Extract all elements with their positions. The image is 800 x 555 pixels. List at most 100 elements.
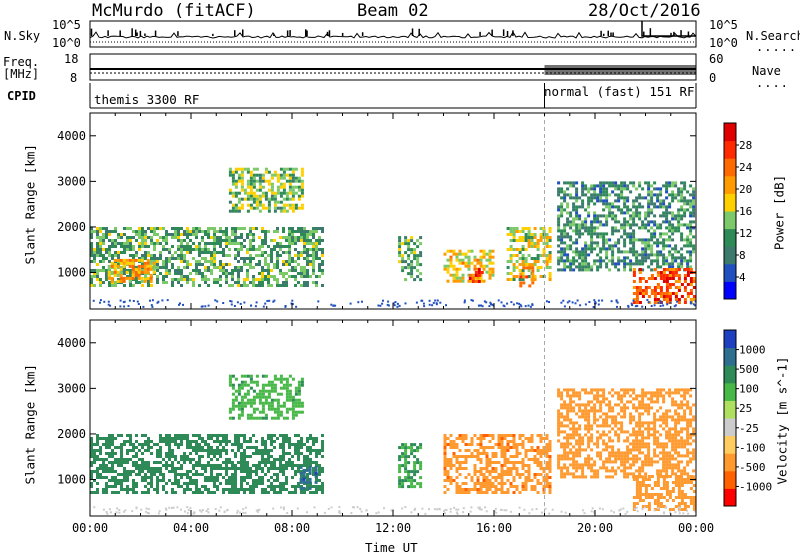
- data-cell: [309, 452, 312, 455]
- data-cell: [650, 253, 653, 256]
- data-cell: [277, 405, 280, 408]
- data-cell: [301, 207, 304, 210]
- data-cell: [549, 275, 552, 278]
- data-cell: [255, 485, 258, 488]
- data-cell: [605, 238, 608, 241]
- data-cell: [590, 436, 593, 439]
- data-cell: [171, 449, 174, 452]
- data-cell: [560, 238, 563, 241]
- data-cell: [623, 196, 626, 199]
- data-cell: [471, 488, 474, 491]
- data-cell: [150, 227, 153, 230]
- data-cell: [475, 271, 478, 274]
- data-cell: [587, 247, 590, 250]
- data-cell: [626, 196, 629, 199]
- data-cell: [213, 266, 216, 269]
- data-cell: [669, 286, 672, 289]
- data-cell: [265, 198, 268, 201]
- data-cell: [234, 236, 237, 239]
- data-cell: [102, 236, 105, 239]
- data-cell: [605, 403, 608, 406]
- data-cell: [256, 204, 259, 207]
- data-cell: [162, 266, 165, 269]
- data-cell: [189, 278, 192, 281]
- data-cell: [489, 470, 492, 473]
- data-cell: [546, 455, 549, 458]
- data-cell: [668, 193, 671, 196]
- data-cell: [186, 485, 189, 488]
- data-cell: [633, 280, 636, 283]
- data-cell: [675, 268, 678, 271]
- ground-scatter-cell: [109, 305, 111, 307]
- data-cell: [578, 262, 581, 265]
- data-cell: [240, 236, 243, 239]
- data-cell: [480, 488, 483, 491]
- data-cell: [419, 446, 422, 449]
- data-cell: [312, 260, 315, 263]
- data-cell: [132, 479, 135, 482]
- data-cell: [602, 391, 605, 394]
- data-cell: [647, 208, 650, 211]
- data-cell: [156, 275, 159, 278]
- data-cell: [250, 399, 253, 402]
- data-cell: [546, 266, 549, 269]
- data-cell: [120, 443, 123, 446]
- data-cell: [246, 251, 249, 254]
- data-cell: [138, 458, 141, 461]
- data-cell: [235, 168, 238, 171]
- data-cell: [141, 434, 144, 437]
- data-cell: [510, 257, 513, 260]
- data-cell: [480, 485, 483, 488]
- data-cell: [159, 461, 162, 464]
- data-cell: [462, 259, 465, 262]
- ground-scatter-cell: [693, 303, 695, 305]
- data-cell: [177, 467, 180, 470]
- data-cell: [459, 455, 462, 458]
- data-cell: [566, 217, 569, 220]
- data-cell: [234, 476, 237, 479]
- data-cell: [575, 412, 578, 415]
- data-cell: [295, 192, 298, 195]
- data-cell: [294, 491, 297, 494]
- data-cell: [644, 253, 647, 256]
- data-cell: [614, 265, 617, 268]
- data-cell: [265, 195, 268, 198]
- data-cell: [126, 476, 129, 479]
- data-cell: [240, 464, 243, 467]
- data-cell: [572, 217, 575, 220]
- data-cell: [159, 257, 162, 260]
- data-cell: [186, 242, 189, 245]
- data-cell: [563, 226, 566, 229]
- data-cell: [165, 260, 168, 263]
- data-cell: [261, 230, 264, 233]
- data-cell: [292, 171, 295, 174]
- data-cell: [261, 227, 264, 230]
- data-cell: [298, 402, 301, 405]
- data-cell: [584, 223, 587, 226]
- data-cell: [665, 232, 668, 235]
- data-cell: [276, 266, 279, 269]
- data-cell: [692, 199, 695, 202]
- data-cell: [301, 168, 304, 171]
- data-cell: [114, 274, 117, 277]
- data-cell: [183, 491, 186, 494]
- data-cell: [611, 229, 614, 232]
- data-cell: [249, 281, 252, 284]
- data-cell: [572, 466, 575, 469]
- data-cell: [291, 455, 294, 458]
- data-cell: [590, 424, 593, 427]
- data-cell: [213, 479, 216, 482]
- data-cell: [259, 174, 262, 177]
- data-cell: [288, 242, 291, 245]
- data-cell: [117, 254, 120, 257]
- data-cell: [312, 440, 315, 443]
- data-cell: [309, 230, 312, 233]
- data-cell: [462, 437, 465, 440]
- data-cell: [650, 244, 653, 247]
- data-cell: [171, 452, 174, 455]
- data-cell: [138, 274, 141, 277]
- data-cell: [459, 467, 462, 470]
- ground-scatter-cell: [464, 300, 466, 302]
- data-cell: [126, 242, 129, 245]
- data-cell: [219, 236, 222, 239]
